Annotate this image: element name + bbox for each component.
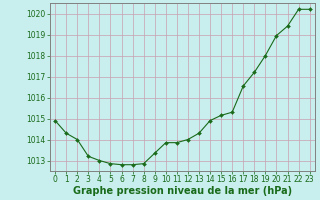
X-axis label: Graphe pression niveau de la mer (hPa): Graphe pression niveau de la mer (hPa) bbox=[73, 186, 292, 196]
